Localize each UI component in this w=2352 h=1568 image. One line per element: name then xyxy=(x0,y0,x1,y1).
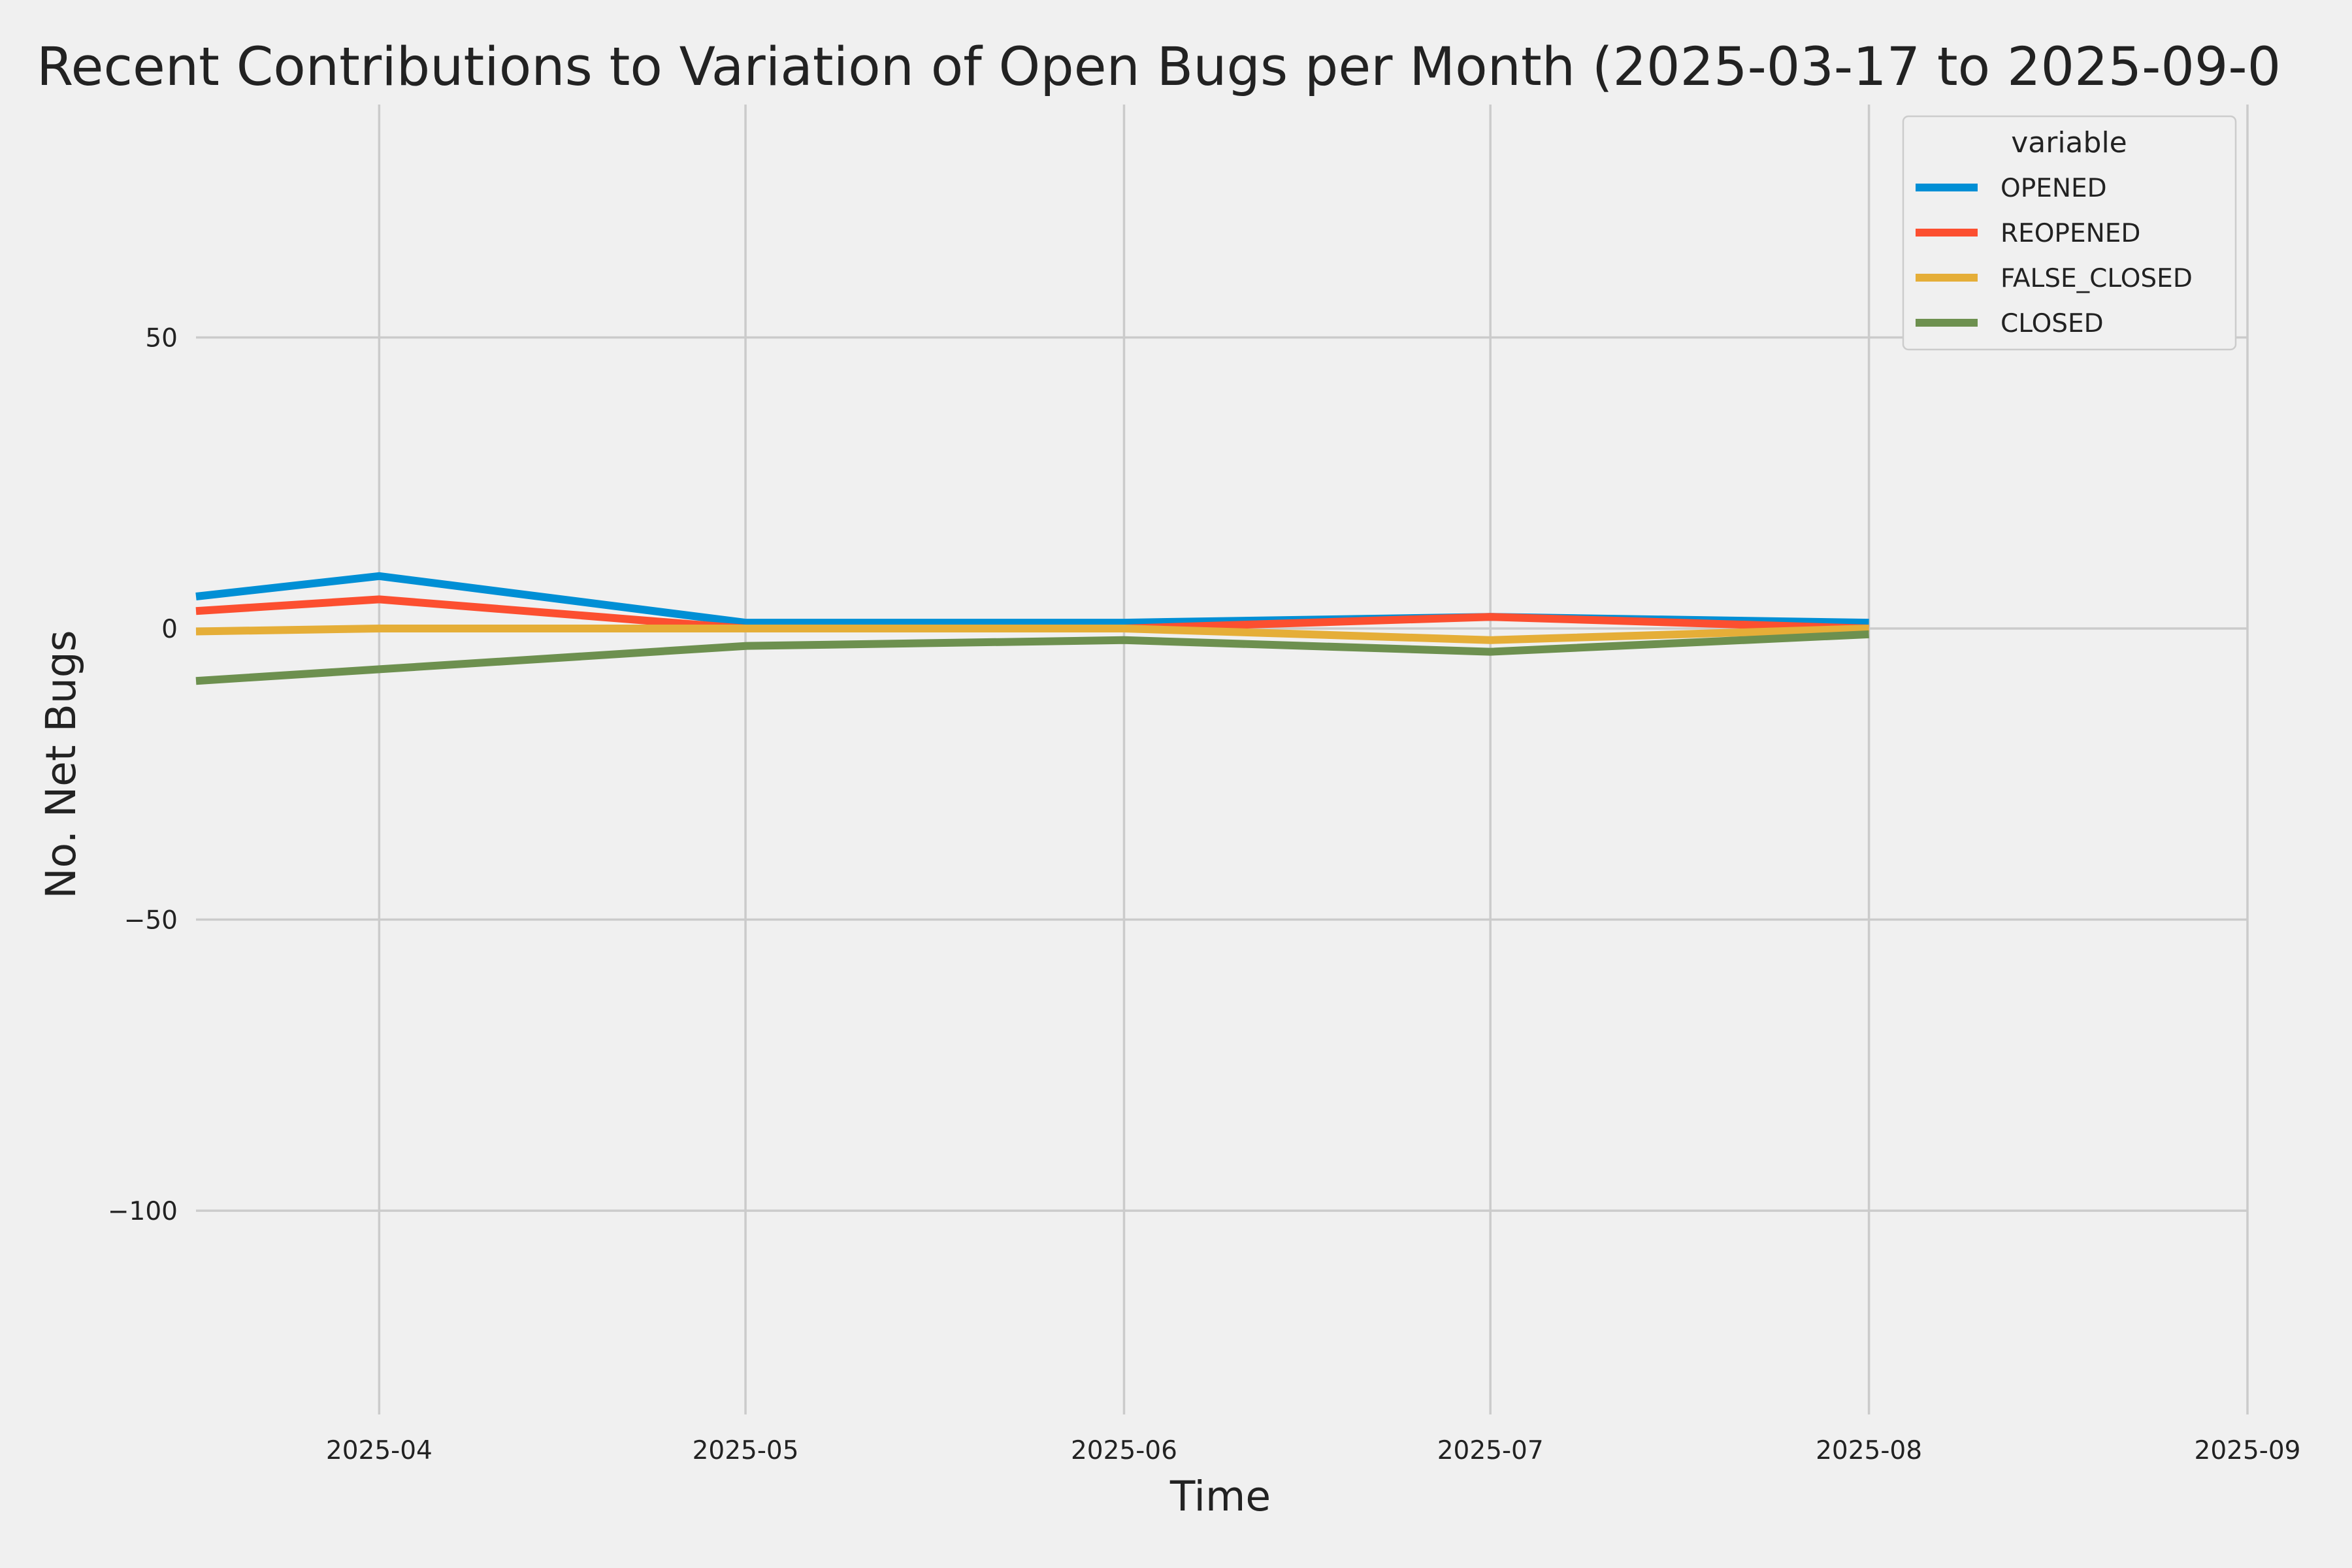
x-tick-label: 2025-07 xyxy=(1437,1436,1544,1465)
tick-labels: 50 0 −50 −100 2025-04 2025-05 2025-06 2025-07 20… xyxy=(108,323,2301,1465)
legend-frame xyxy=(1902,115,2237,351)
series-lines xyxy=(195,572,1869,685)
legend-title: variable xyxy=(2011,126,2127,159)
legend-label-opened: OPENED xyxy=(2001,174,2107,203)
legend-label-false-closed: FALSE_CLOSED xyxy=(2001,264,2193,293)
legend-items: OPENED REOPENED FALSE_CLOSED CLOSED xyxy=(1916,174,2193,338)
x-tick-label: 2025-05 xyxy=(693,1436,799,1465)
y-tick-label: 50 xyxy=(145,323,178,353)
chart-title: Recent Contributions to Variation of Ope… xyxy=(37,37,2281,98)
x-tick-label: 2025-06 xyxy=(1071,1436,1177,1465)
y-tick-label: 0 xyxy=(161,615,178,644)
x-axis-title: Time xyxy=(1169,1473,1271,1520)
series-line-false-closed xyxy=(195,625,1869,644)
series-line-opened xyxy=(195,572,1869,627)
legend-label-reopened: REOPENED xyxy=(2001,219,2140,248)
y-axis-title: No. Net Bugs xyxy=(37,630,85,898)
y-tick-label: −50 xyxy=(124,906,178,936)
legend: variable OPENED REOPENED FALSE_CLOSED CLOSE… xyxy=(1902,115,2237,351)
x-tick-label: 2025-09 xyxy=(2195,1436,2301,1465)
series-line-closed xyxy=(195,630,1869,685)
y-tick-label: −100 xyxy=(108,1197,178,1226)
legend-label-closed: CLOSED xyxy=(2001,309,2104,338)
x-tick-label: 2025-04 xyxy=(326,1436,433,1465)
x-tick-label: 2025-08 xyxy=(1816,1436,1922,1465)
